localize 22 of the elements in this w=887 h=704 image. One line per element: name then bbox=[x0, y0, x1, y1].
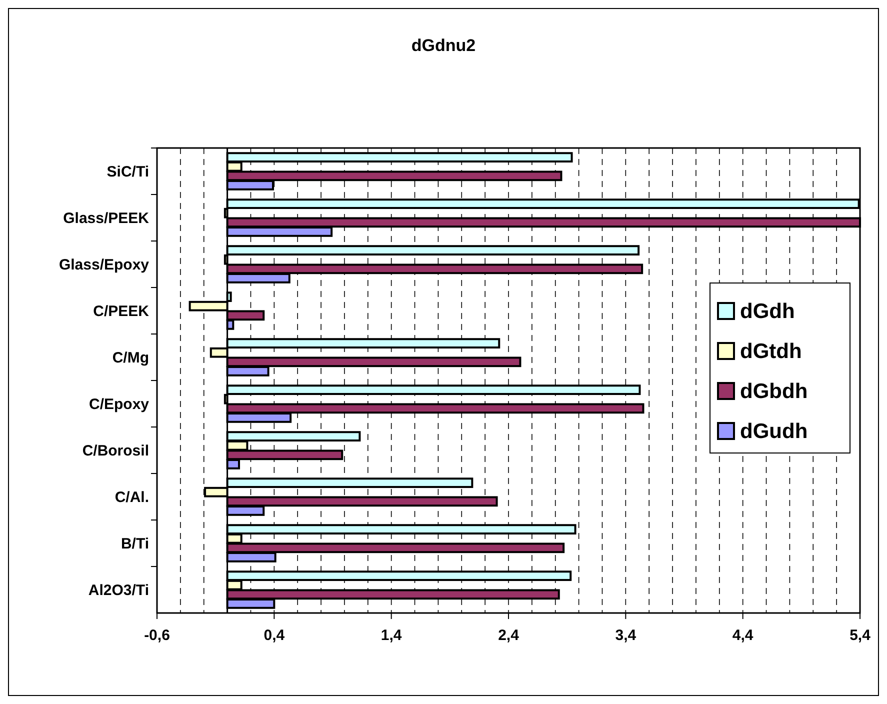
legend-label: dGbdh bbox=[740, 380, 808, 403]
x-tick-label: 3,4 bbox=[615, 627, 637, 644]
legend-label: dGdh bbox=[740, 300, 795, 323]
y-tick-label: Al2O3/Ti bbox=[88, 582, 149, 599]
y-tick-label: C/Epoxy bbox=[88, 396, 150, 413]
y-tick-label: Glass/PEEK bbox=[63, 210, 150, 227]
x-tick-label: 2,4 bbox=[498, 627, 520, 644]
x-tick-label: 5,4 bbox=[850, 627, 872, 644]
y-tick-label: B/Ti bbox=[120, 535, 149, 552]
chart-title: dGdnu2 bbox=[411, 36, 476, 55]
x-tick-label: 4,4 bbox=[732, 627, 754, 644]
y-tick-label: C/Al. bbox=[114, 488, 149, 506]
x-tick-label: 0,4 bbox=[264, 627, 286, 644]
legend-label: dGudh bbox=[740, 420, 808, 443]
legend-label: dGtdh bbox=[740, 340, 802, 363]
y-tick-label: C/Mg bbox=[112, 349, 149, 366]
x-tick-label: -0,6 bbox=[144, 627, 170, 644]
y-tick-label: SiC/Ti bbox=[106, 163, 149, 180]
x-tick-label: 1,4 bbox=[380, 627, 402, 644]
y-tick-label: Glass/Epoxy bbox=[58, 256, 150, 274]
y-tick-label: C/Borosil bbox=[82, 442, 149, 460]
y-tick-label: C/PEEK bbox=[93, 302, 150, 320]
